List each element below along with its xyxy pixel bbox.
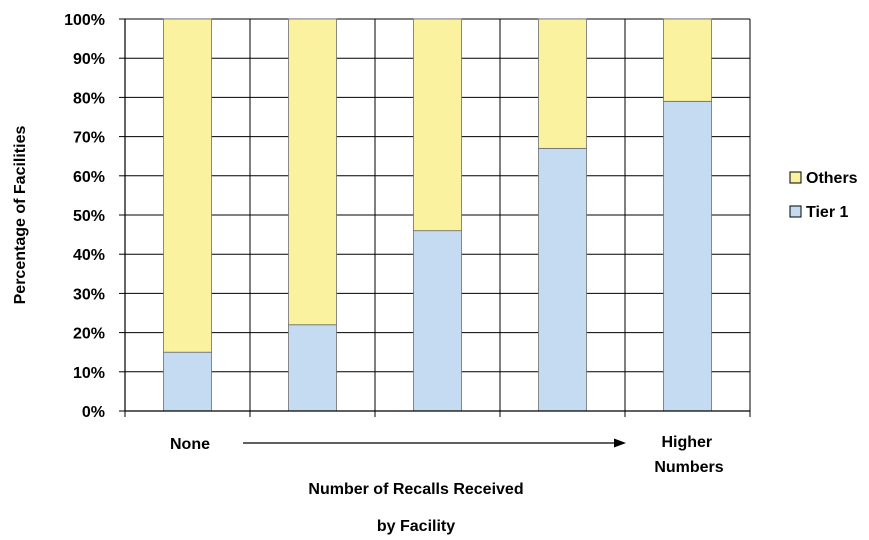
x-end-label-line-2: Numbers — [654, 459, 723, 476]
y-tick-label: 30% — [73, 286, 105, 303]
bar-others — [163, 18, 212, 353]
bar-tier-1 — [413, 230, 462, 412]
legend: Others Tier 1 — [789, 170, 858, 221]
bar-others — [288, 18, 337, 326]
y-tick-label: 70% — [73, 130, 105, 147]
x-end-label-line-1: Higher — [661, 434, 712, 451]
bar-tier-1 — [163, 351, 212, 412]
y-axis-title: Percentage of Facilities — [12, 126, 29, 305]
x-axis-title-line-2: by Facility — [377, 518, 455, 535]
x-end-label: Higher Numbers — [654, 434, 723, 476]
y-tick-label: 90% — [73, 51, 105, 68]
y-tick-label: 50% — [73, 208, 105, 225]
bar-others — [413, 18, 462, 232]
y-tick-label: 40% — [73, 247, 105, 264]
x-axis — [124, 410, 751, 417]
y-tick-label: 0% — [82, 404, 105, 421]
legend-swatch-tier1 — [789, 205, 802, 218]
bar-others — [663, 18, 712, 102]
bar-tier-1 — [288, 324, 337, 412]
y-tick-label: 60% — [73, 169, 105, 186]
y-tick-label: 100% — [64, 12, 105, 29]
y-tick-label: 20% — [73, 326, 105, 343]
y-axis: 0% 10% 20% 30% 40% 50% 60% 70% 80% 90% 100% — [64, 12, 126, 421]
legend-label-others: Others — [806, 170, 858, 187]
y-tick-label: 80% — [73, 90, 105, 107]
bar-tier-1 — [538, 147, 587, 412]
legend-swatch-others — [789, 171, 802, 184]
direction-arrowhead — [614, 438, 626, 448]
bar-tier-1 — [663, 100, 712, 412]
y-tick-label: 10% — [73, 365, 105, 382]
x-axis-title-line-1: Number of Recalls Received — [308, 481, 523, 498]
bar-others — [538, 18, 587, 149]
bars — [163, 18, 712, 412]
legend-label-tier1: Tier 1 — [806, 204, 849, 221]
x-start-label: None — [170, 436, 210, 453]
